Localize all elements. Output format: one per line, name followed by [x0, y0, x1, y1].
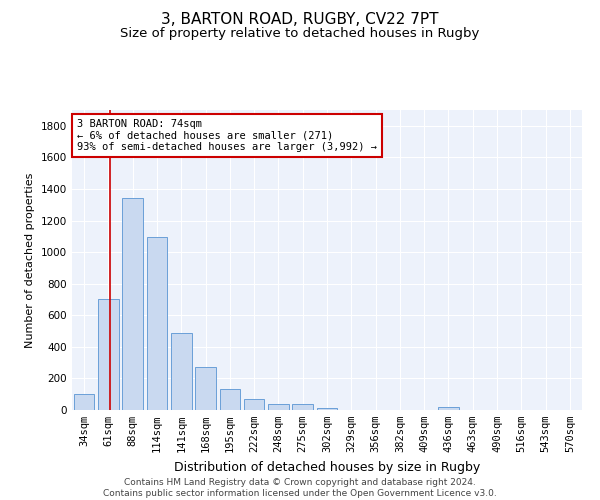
Bar — [195, 368, 216, 410]
Bar — [268, 404, 289, 410]
Bar — [317, 408, 337, 410]
Text: 3, BARTON ROAD, RUGBY, CV22 7PT: 3, BARTON ROAD, RUGBY, CV22 7PT — [161, 12, 439, 28]
Text: 3 BARTON ROAD: 74sqm
← 6% of detached houses are smaller (271)
93% of semi-detac: 3 BARTON ROAD: 74sqm ← 6% of detached ho… — [77, 119, 377, 152]
Bar — [438, 407, 459, 410]
Bar — [146, 237, 167, 410]
Y-axis label: Number of detached properties: Number of detached properties — [25, 172, 35, 348]
Text: Contains HM Land Registry data © Crown copyright and database right 2024.
Contai: Contains HM Land Registry data © Crown c… — [103, 478, 497, 498]
Bar — [171, 332, 191, 410]
Bar — [74, 394, 94, 410]
Bar — [244, 400, 265, 410]
Bar — [292, 404, 313, 410]
Bar — [98, 300, 119, 410]
Bar — [220, 388, 240, 410]
Text: Size of property relative to detached houses in Rugby: Size of property relative to detached ho… — [121, 28, 479, 40]
X-axis label: Distribution of detached houses by size in Rugby: Distribution of detached houses by size … — [174, 460, 480, 473]
Bar — [122, 198, 143, 410]
